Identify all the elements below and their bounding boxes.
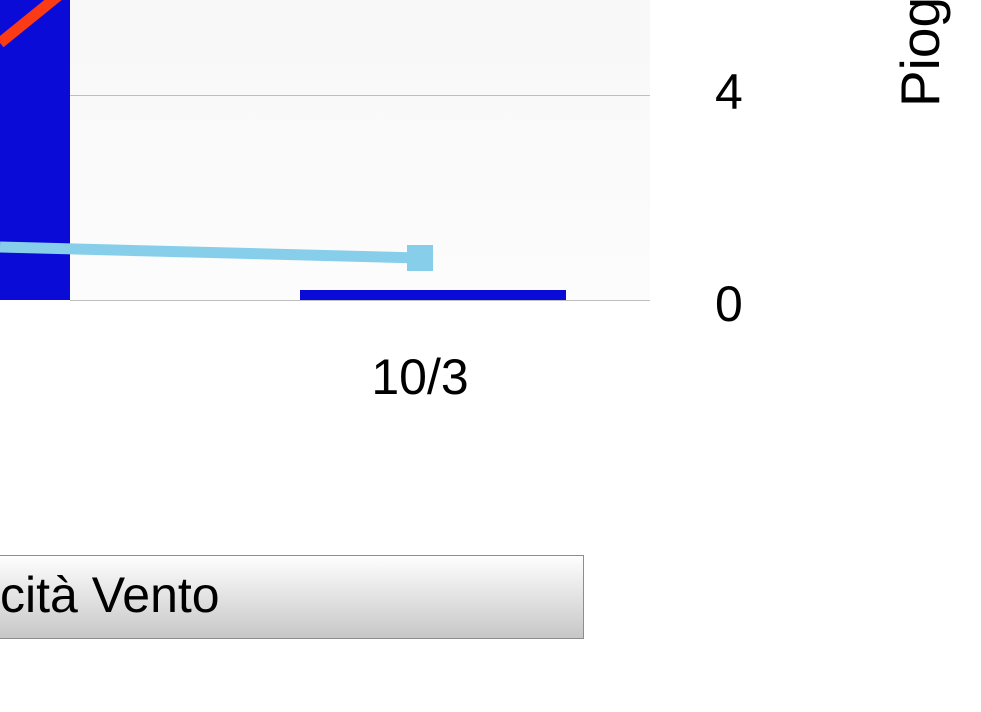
ytick-label-4: 4 [715,63,743,121]
chart-stage: 4 0 Piog 10/3 cità Vento [0,0,981,712]
xtick-label-1: 10/3 [360,348,480,406]
ytick-label-0: 0 [715,275,743,333]
y-axis-title: Piog [888,0,952,107]
series-lightblue [0,245,433,271]
legend-text: cità Vento [0,566,220,624]
series-red [0,0,90,43]
